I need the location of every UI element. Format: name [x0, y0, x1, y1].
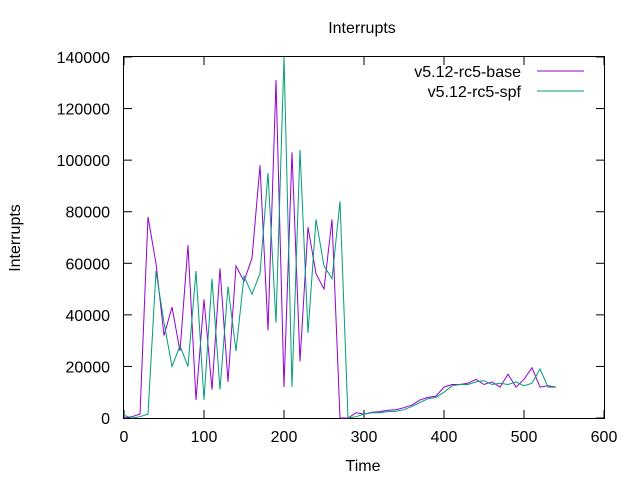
chart-title: Interrupts — [328, 20, 396, 37]
y-tick-label: 80000 — [66, 205, 111, 222]
series-layer — [123, 56, 557, 419]
x-tick-label: 300 — [351, 429, 378, 446]
x-tick-label: 100 — [191, 429, 218, 446]
x-tick-label: 0 — [120, 429, 129, 446]
plot-area-border — [123, 56, 605, 419]
y-tick-label: 120000 — [57, 102, 110, 119]
x-tick-label: 600 — [591, 429, 618, 446]
legend: v5.12-rc5-base v5.12-rc5-spf — [414, 64, 584, 101]
series-line-v5.12-rc5-spf — [123, 56, 556, 419]
y-tick-label: 0 — [101, 411, 110, 428]
legend-label: v5.12-rc5-base — [414, 64, 521, 81]
y-tick-label: 20000 — [66, 359, 111, 376]
x-tick-label: 500 — [511, 429, 538, 446]
y-tick-label: 100000 — [57, 153, 110, 170]
x-tick-label: 200 — [271, 429, 298, 446]
x-axis-label: Time — [346, 458, 381, 475]
y-tick-label: 140000 — [57, 50, 110, 67]
y-tick-label: 60000 — [66, 256, 111, 273]
axis-ticks: 0 100 200 300 400 500 600 0 20000 40000 60000 80000… — [57, 50, 618, 446]
x-tick-label: 400 — [431, 429, 458, 446]
y-tick-label: 40000 — [66, 308, 111, 325]
legend-label: v5.12-rc5-spf — [428, 84, 522, 101]
y-axis-label: Interrupts — [7, 204, 24, 272]
series-line-v5.12-rc5-base — [123, 80, 557, 419]
